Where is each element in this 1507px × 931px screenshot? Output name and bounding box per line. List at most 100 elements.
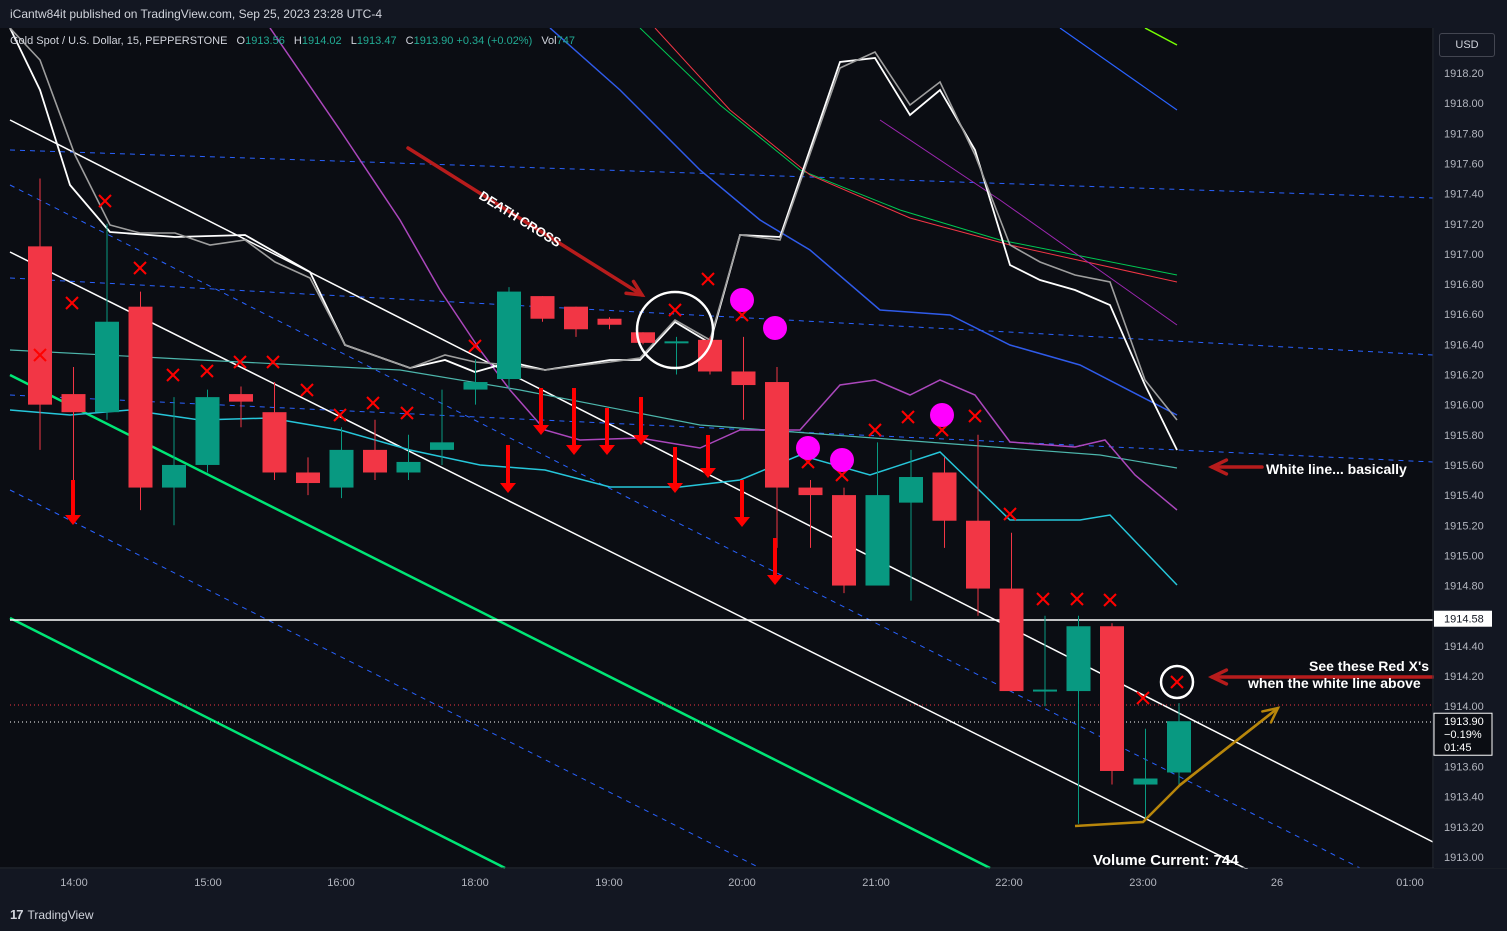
magenta-dot-icon [930, 403, 954, 427]
red-x-icon [400, 406, 414, 420]
candle-18 [631, 332, 655, 345]
price-tick-label: 1914.00 [1444, 701, 1484, 713]
down-arrow-icon [533, 388, 549, 435]
horizontal-dash-2 [9, 277, 1434, 356]
channel-lower-line [9, 251, 1303, 896]
x-stroke [400, 406, 414, 420]
candle-14 [497, 287, 521, 390]
x-stroke [968, 409, 982, 423]
price-tick-label: 1916.80 [1444, 279, 1484, 291]
red-x-icon [233, 355, 247, 369]
candle-8 [296, 457, 320, 496]
arrow-line [406, 146, 644, 297]
high-value: 1914.02 [301, 35, 342, 47]
candle-26 [899, 449, 923, 601]
red-x-icon [366, 396, 380, 410]
down-arrow-icon [65, 480, 81, 525]
down-arrow-icon [767, 538, 783, 585]
candle-body [329, 449, 354, 488]
candle-body [765, 382, 789, 488]
candle-28 [966, 434, 990, 616]
down-arrow-icon [599, 408, 615, 455]
candle-16 [564, 306, 588, 337]
candle-15 [530, 296, 555, 322]
x-stroke [166, 368, 180, 382]
tradingview-logo[interactable]: 17 TradingView [10, 907, 94, 922]
candle-24 [832, 487, 856, 594]
candle-6 [229, 386, 253, 428]
arrow-head [533, 425, 549, 435]
candle-17 [597, 317, 622, 330]
grey-signal-line [9, 28, 1178, 421]
price-axis[interactable]: 1918.20 1918.00 1917.80 1917.60 1917.40 1917.… [1433, 28, 1507, 868]
down-arrow-icon [566, 388, 582, 455]
candle-body [262, 412, 287, 473]
ma-red-slow [654, 28, 1178, 283]
candle-27 [932, 457, 957, 548]
time-tick-label: 21:00 [862, 877, 890, 889]
red-x-icon [1036, 592, 1050, 606]
time-tick-label: 18:00 [461, 877, 489, 889]
candle-body [731, 371, 756, 386]
candle-body [229, 394, 253, 402]
candle-body [363, 449, 387, 473]
green-corner-line [1144, 28, 1178, 46]
candle-body [1033, 689, 1057, 692]
price-tick-label: 1914.20 [1444, 671, 1484, 683]
arrow-head [734, 517, 750, 527]
time-tick-label: 23:00 [1129, 877, 1157, 889]
price-tick-label: 1915.20 [1444, 520, 1484, 532]
white-signal-line [9, 28, 1178, 451]
x-stroke [200, 364, 214, 378]
candle-body [430, 442, 454, 450]
volume-current-label: Volume Current: 744 [1093, 852, 1239, 869]
symbol-legend[interactable]: Gold Spot / U.S. Dollar, 15, PEPPERSTONE… [10, 35, 575, 47]
price-tick-label: 1917.00 [1444, 249, 1484, 261]
x-stroke [1036, 592, 1050, 606]
arrow-head [1207, 458, 1229, 476]
price-tick-label: 1914.40 [1444, 641, 1484, 653]
candle-body [631, 332, 655, 343]
tradingview-brand: TradingView [27, 907, 94, 922]
candle-body [463, 382, 488, 390]
candle-body [296, 472, 320, 484]
candle-4 [162, 397, 186, 526]
price-tick-label: 1915.60 [1444, 460, 1484, 472]
x-stroke [65, 296, 79, 310]
candle-body [195, 397, 220, 465]
time-axis[interactable]: 14:00 15:00 16:00 18:00 19:00 20:00 21:00 22:00… [0, 869, 1507, 896]
price-tick-label: 1917.20 [1444, 219, 1484, 231]
candle-body [396, 461, 421, 473]
arrow-head [566, 445, 582, 455]
candle-13 [463, 359, 488, 405]
time-tick-label: 20:00 [728, 877, 756, 889]
red-x-icon [668, 303, 682, 317]
x-stroke [901, 410, 915, 424]
x-stroke [33, 348, 47, 362]
down-arrow-icon [667, 447, 683, 493]
red-x-note-line2: when the white line above [1247, 675, 1421, 691]
death-cross-arrow-icon [406, 146, 646, 298]
arrow-head [599, 445, 615, 455]
red-x-icon [133, 261, 147, 275]
red-x-icon [868, 423, 882, 437]
horizontal-dash-3 [9, 394, 1434, 463]
candle-body [95, 321, 119, 413]
x-stroke [98, 194, 112, 208]
close-value: 1913.90 [413, 35, 454, 47]
candle-body [497, 291, 521, 380]
arrow-head [700, 468, 716, 478]
candle-body [932, 472, 957, 521]
time-axis-bg [0, 869, 1507, 896]
candle-7 [262, 382, 287, 481]
x-stroke [1103, 593, 1117, 607]
price-tick-label: 1913.00 [1444, 852, 1484, 864]
candle-0 [28, 178, 52, 450]
price-tick-label: 1918.20 [1444, 68, 1484, 80]
last-price-tag [1433, 712, 1493, 756]
x-stroke [868, 423, 882, 437]
red-x-icon [901, 410, 915, 424]
currency-button[interactable]: USD [1439, 33, 1495, 57]
time-tick-label: 01:00 [1396, 877, 1424, 889]
